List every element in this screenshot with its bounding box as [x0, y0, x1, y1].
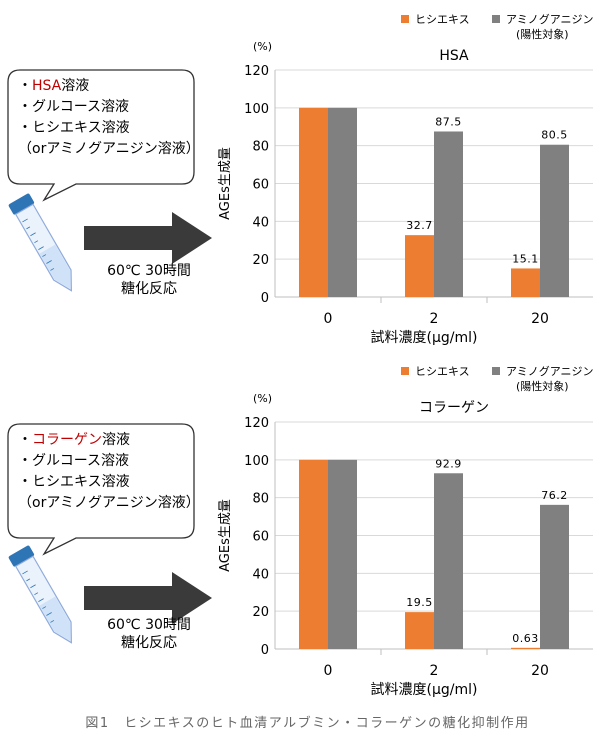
legend-note: (陽性対象) — [516, 379, 569, 393]
bar — [299, 107, 328, 297]
x-tick-label: 20 — [531, 311, 549, 327]
x-tick-label: 20 — [531, 663, 549, 679]
y-tick-label: 0 — [261, 291, 269, 306]
data-label: 76.2 — [541, 489, 568, 502]
y-tick-label: 20 — [252, 605, 269, 620]
arrow-right-icon — [84, 212, 212, 264]
y-tick-label: 40 — [252, 215, 269, 230]
collagen-panel: ・コラーゲン溶液 ・グルコース溶液 ・ヒシエキス溶液 （orアミノグアニジン溶液… — [0, 352, 615, 704]
bubble-line: ・コラーゲン溶液 — [18, 432, 130, 448]
bar — [328, 459, 357, 649]
y-tick-label: 80 — [252, 140, 269, 155]
y-tick-label: 0 — [261, 643, 269, 658]
y-unit-label: (%) — [253, 392, 272, 405]
bubble-line: ・グルコース溶液 — [18, 99, 130, 115]
y-tick-label: 100 — [244, 102, 269, 117]
y-axis-label: AGEs生成量 — [218, 499, 233, 572]
arrow-right-icon — [84, 572, 212, 624]
bubble-line: ・グルコース溶液 — [18, 453, 130, 469]
test-tube-icon — [8, 545, 72, 644]
legend-label: ヒシエキス — [415, 13, 470, 26]
bubble-line: ・HSA溶液 — [18, 78, 90, 94]
speech-bubble-icon — [7, 69, 195, 202]
bar — [511, 647, 540, 649]
data-label: 87.5 — [435, 115, 462, 128]
legend-swatch — [401, 15, 409, 23]
data-label: 32.7 — [406, 219, 433, 232]
condition-line: 糖化反応 — [121, 635, 177, 651]
y-tick-label: 40 — [252, 567, 269, 582]
bar — [434, 473, 463, 649]
legend-swatch — [492, 15, 500, 23]
x-tick-label: 0 — [324, 311, 333, 327]
bubble-line: ・ヒシエキス溶液 — [18, 120, 130, 136]
bubble-text: ・コラーゲン溶液 ・グルコース溶液 ・ヒシエキス溶液 （orアミノグアニジン溶液… — [18, 430, 200, 514]
x-tick-label: 0 — [324, 663, 333, 679]
figure-caption: 図1 ヒシエキスのヒト血清アルブミン・コラーゲンの糖化抑制作用 — [85, 716, 530, 731]
y-tick-label: 120 — [244, 416, 269, 431]
x-axis-label: 試料濃度(μg/ml) — [371, 330, 478, 346]
legend-label: アミノグアニジン — [506, 364, 594, 378]
bubble-line: （orアミノグアニジン溶液） — [18, 141, 200, 157]
bar — [328, 107, 357, 297]
condition-line: 糖化反応 — [121, 281, 177, 297]
data-label: 19.5 — [406, 596, 433, 609]
bar — [511, 268, 540, 297]
collagen-speech-bubble: ・コラーゲン溶液 ・グルコース溶液 ・ヒシエキス溶液 （orアミノグアニジン溶液… — [6, 422, 200, 556]
bar — [405, 612, 434, 649]
y-axis-label: AGEs生成量 — [218, 147, 233, 220]
x-tick-label: 2 — [430, 311, 439, 327]
bar — [434, 131, 463, 297]
legend-swatch — [401, 367, 409, 375]
bubble-line: ・ヒシエキス溶液 — [18, 474, 130, 490]
legend-note: (陽性対象) — [516, 27, 569, 41]
collagen-bar-chart: ヒシエキス アミノグアニジン(陽性対象)(%)コラーゲン0204060801001… — [218, 364, 594, 698]
y-tick-label: 60 — [252, 530, 269, 545]
bar — [540, 144, 569, 297]
bar — [405, 235, 434, 297]
bar — [540, 504, 569, 649]
reaction-condition: 60℃ 30時間 糖化反応 — [84, 616, 214, 652]
x-tick-label: 2 — [430, 663, 439, 679]
y-tick-label: 80 — [252, 492, 269, 507]
y-unit-label: (%) — [253, 40, 272, 53]
bubble-line: （orアミノグアニジン溶液） — [18, 495, 200, 511]
y-tick-label: 100 — [244, 454, 269, 469]
hsa-speech-bubble: ・HSA溶液 ・グルコース溶液 ・ヒシエキス溶液 （orアミノグアニジン溶液） — [6, 68, 200, 202]
legend-swatch — [492, 367, 500, 375]
y-tick-label: 120 — [244, 64, 269, 79]
data-label: 80.5 — [541, 129, 568, 142]
condition-line: 60℃ 30時間 — [107, 263, 191, 279]
data-label: 92.9 — [435, 457, 462, 470]
speech-bubble-icon — [7, 423, 195, 556]
data-label: 0.63 — [512, 632, 539, 645]
data-label: 15.1 — [512, 252, 539, 265]
bar — [299, 459, 328, 649]
y-tick-label: 60 — [252, 178, 269, 193]
chart-title: HSA — [439, 48, 469, 64]
legend-label: ヒシエキス — [415, 365, 470, 378]
reaction-condition: 60℃ 30時間 糖化反応 — [84, 262, 214, 298]
hsa-bar-chart: ヒシエキス アミノグアニジン(陽性対象)(%)HSA020406080100120… — [218, 12, 594, 346]
bubble-text: ・HSA溶液 ・グルコース溶液 ・ヒシエキス溶液 （orアミノグアニジン溶液） — [18, 76, 200, 160]
y-tick-label: 20 — [252, 253, 269, 268]
condition-line: 60℃ 30時間 — [107, 617, 191, 633]
legend-label: アミノグアニジン — [506, 12, 594, 26]
x-axis-label: 試料濃度(μg/ml) — [371, 682, 478, 698]
chart-title: コラーゲン — [419, 400, 489, 416]
test-tube-icon — [8, 193, 72, 292]
hsa-panel: ・HSA溶液 ・グルコース溶液 ・ヒシエキス溶液 （orアミノグアニジン溶液） … — [0, 0, 615, 352]
